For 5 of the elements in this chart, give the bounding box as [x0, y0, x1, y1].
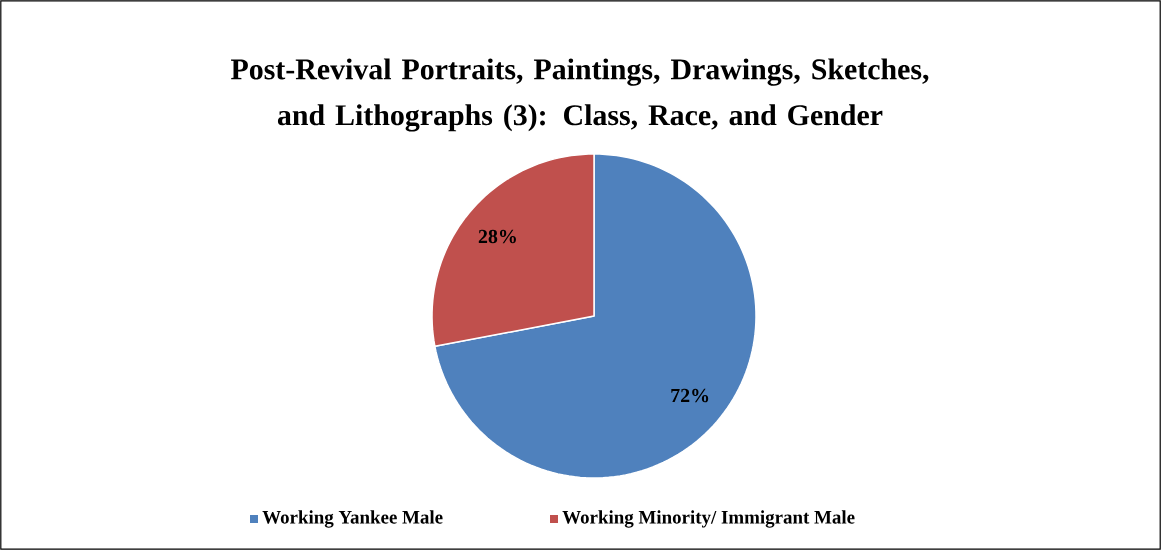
legend-label: Working Yankee Male: [262, 510, 443, 528]
legend-label: Working Minority/ Immigrant Male: [562, 510, 855, 528]
data-label: 72%: [671, 388, 709, 403]
data-label: 28%: [478, 229, 516, 244]
chart-title: Post-Revival Portraits, Paintings, Drawings, Sketches, and Lithographs (3): Class, Race, and Gender: [231, 58, 929, 132]
